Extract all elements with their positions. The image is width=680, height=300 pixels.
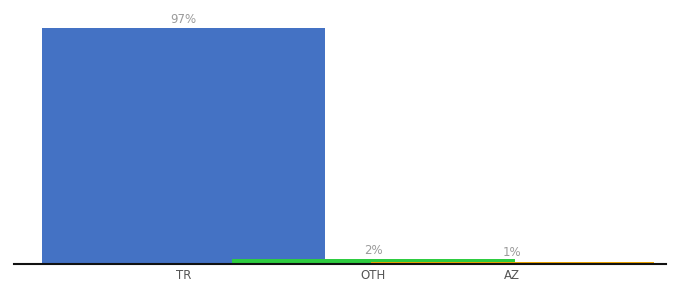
Text: 2%: 2% (364, 244, 383, 257)
Bar (371, 262, 653, 264)
Bar (42, 28, 324, 264)
Text: 97%: 97% (170, 13, 197, 26)
Text: 1%: 1% (503, 246, 522, 259)
Bar (232, 259, 515, 264)
